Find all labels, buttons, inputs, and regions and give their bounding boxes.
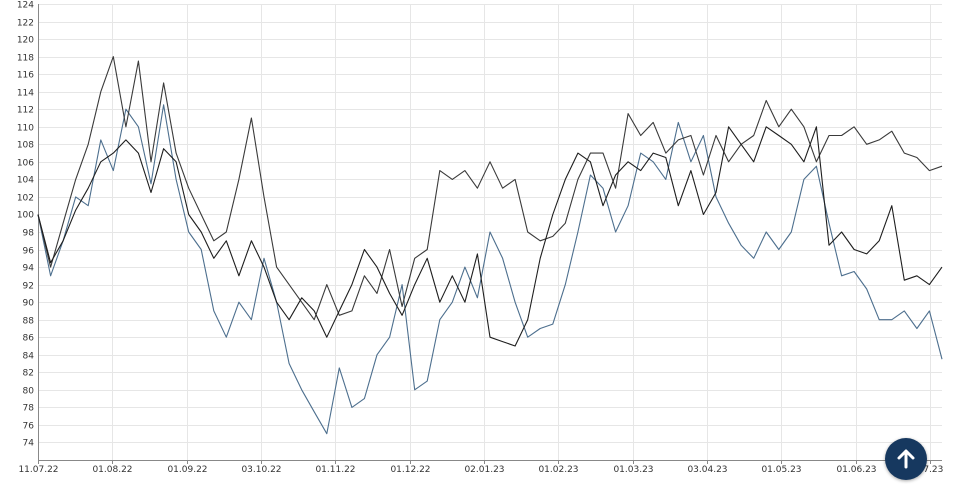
- y-tick-labels: 74 76 78 80 82 84 86 88 90 92 94 96 98 100 102 104 106 10…: [17, 1, 34, 449]
- y-tick-label: 120: [17, 36, 34, 46]
- y-tick-label: 96: [23, 247, 35, 257]
- y-tick-label: 92: [23, 282, 34, 292]
- arrow-up-icon: [897, 449, 915, 469]
- x-tick-label: 03.10.22: [241, 465, 281, 475]
- y-tick-label: 106: [17, 159, 34, 169]
- x-tick-label: 01.05.23: [761, 465, 801, 475]
- x-tick-label: 02.01.23: [464, 465, 504, 475]
- x-tick-labels: 11.07.22 01.08.22 01.09.22 03.10.22 01.11.22…: [18, 465, 943, 475]
- x-tick-label: 11.07.22: [18, 465, 58, 475]
- y-tick-label: 122: [17, 19, 34, 29]
- y-tick-label: 100: [17, 211, 34, 221]
- y-tick-label: 74: [23, 439, 35, 449]
- y-tick-label: 116: [17, 71, 34, 81]
- y-tick-label: 78: [23, 404, 35, 414]
- y-tick-label: 76: [23, 422, 35, 432]
- chart-axes: [38, 4, 942, 464]
- y-tick-label: 110: [17, 124, 34, 134]
- x-tick-label: 01.08.22: [92, 465, 132, 475]
- y-tick-label: 80: [23, 387, 35, 397]
- x-tick-label: 07.23: [918, 465, 944, 475]
- x-tick-label: 01.12.22: [390, 465, 430, 475]
- y-tick-label: 82: [23, 369, 34, 379]
- y-tick-label: 112: [17, 106, 34, 116]
- y-tick-label: 94: [23, 264, 35, 274]
- y-tick-label: 114: [17, 89, 34, 99]
- y-tick-label: 84: [23, 352, 35, 362]
- y-tick-label: 118: [17, 54, 34, 64]
- y-tick-label: 102: [17, 194, 34, 204]
- y-tick-label: 104: [17, 176, 34, 186]
- y-tick-label: 88: [23, 317, 35, 327]
- y-tick-label: 86: [23, 334, 35, 344]
- scroll-to-top-button[interactable]: [885, 438, 927, 480]
- x-tick-label: 01.03.23: [613, 465, 653, 475]
- x-tick-label: 01.02.23: [538, 465, 578, 475]
- series-line-2: [37, 56, 943, 321]
- x-tick-label: 01.06.23: [836, 465, 876, 475]
- series-line-3: [37, 126, 943, 347]
- y-tick-label: 90: [23, 299, 35, 309]
- x-tick-label: 03.04.23: [687, 465, 727, 475]
- series-line-1: [37, 104, 943, 435]
- x-tick-label: 01.09.22: [167, 465, 207, 475]
- y-tick-label: 108: [17, 141, 34, 151]
- chart-series: [37, 56, 943, 435]
- y-tick-label: 124: [17, 1, 34, 11]
- y-tick-label: 98: [23, 229, 35, 239]
- x-tick-label: 01.11.22: [315, 465, 355, 475]
